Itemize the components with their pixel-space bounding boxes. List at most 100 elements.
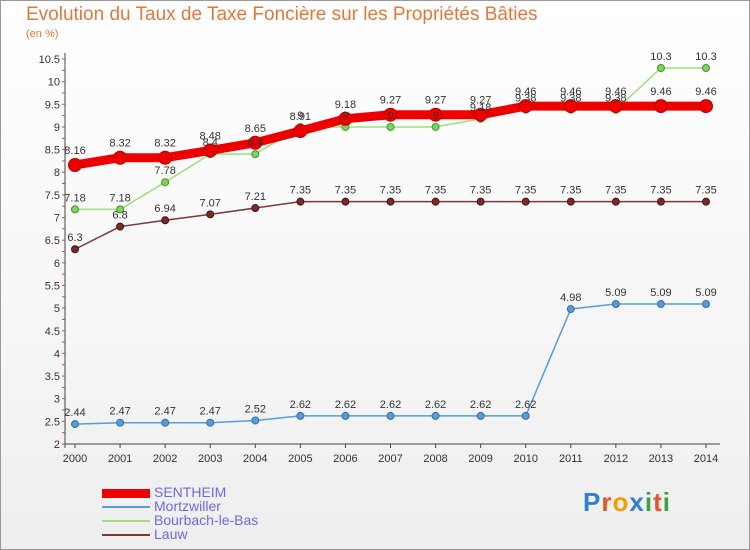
data-point-sentheim	[563, 99, 578, 114]
data-point-lauw	[566, 197, 575, 206]
data-point-bourbach-le-bas	[251, 150, 260, 159]
data-point-bourbach-le-bas	[656, 64, 665, 73]
data-point-lauw	[71, 245, 79, 254]
data-point-mortzwiller	[611, 300, 620, 309]
legend-swatch-mortzwiller	[102, 506, 150, 508]
logo-letter: t	[653, 487, 663, 517]
data-label-mortzwiller: 2.47	[154, 406, 175, 418]
data-label-mortzwiller: 2.62	[515, 399, 536, 411]
legend-swatch-sentheim	[102, 489, 150, 498]
data-label-sentheim: 8.48	[200, 130, 221, 142]
data-label-mortzwiller: 2.62	[425, 399, 446, 411]
data-label-bourbach-le-bas: 7.18	[109, 192, 130, 204]
y-tick-label: 5	[54, 303, 60, 315]
x-tick-label: 2009	[468, 453, 492, 465]
data-label-lauw: 7.35	[290, 185, 311, 197]
data-label-lauw: 7.35	[560, 185, 581, 197]
logo-letter: r	[601, 487, 613, 517]
x-tick-label: 2000	[63, 453, 87, 465]
y-tick-label: 3.5	[45, 371, 60, 383]
legend-label: Bourbach-le-Bas	[154, 512, 259, 528]
logo-letter: x	[629, 487, 645, 517]
data-point-mortzwiller	[476, 411, 485, 420]
data-point-sentheim	[428, 107, 443, 122]
data-point-sentheim	[203, 143, 218, 158]
legend-swatch-lauw	[102, 534, 150, 536]
legend-swatch-bourbach-le-bas	[102, 520, 150, 522]
y-tick-label: 7	[54, 213, 60, 225]
data-point-lauw	[476, 197, 485, 206]
y-tick-label: 5.5	[45, 280, 60, 292]
data-label-lauw: 7.35	[380, 185, 401, 197]
data-point-mortzwiller	[251, 416, 260, 425]
y-tick-label: 4.5	[45, 326, 60, 338]
data-point-sentheim	[293, 124, 308, 139]
y-tick-label: 8.5	[45, 145, 60, 157]
data-label-bourbach-le-bas: 7.78	[154, 165, 175, 177]
x-tick-label: 2002	[153, 453, 177, 465]
data-label-sentheim: 8.91	[290, 111, 311, 123]
legend-label: Mortzwiller	[154, 498, 221, 514]
proxiti-logo: Proxiti	[583, 487, 671, 518]
data-point-sentheim	[473, 107, 488, 122]
data-label-mortzwiller: 2.62	[470, 399, 491, 411]
data-label-sentheim: 8.16	[64, 145, 85, 157]
data-label-lauw: 7.35	[425, 185, 446, 197]
data-label-mortzwiller: 2.62	[335, 399, 356, 411]
data-point-mortzwiller	[161, 418, 170, 427]
data-label-bourbach-le-bas: 8.4	[203, 137, 218, 149]
data-point-bourbach-le-bas	[431, 122, 440, 131]
data-label-lauw: 7.35	[695, 185, 716, 197]
data-label-mortzwiller: 5.09	[650, 287, 671, 299]
x-tick-label: 2011	[559, 453, 583, 465]
data-label-bourbach-le-bas: 10.3	[695, 51, 716, 63]
data-point-sentheim	[699, 99, 713, 114]
x-tick-label: 2012	[604, 453, 628, 465]
data-label-bourbach-le-bas: 8.4	[248, 137, 263, 149]
logo-letter: i	[662, 487, 671, 517]
data-point-sentheim	[653, 99, 668, 114]
data-label-sentheim: 9.18	[335, 99, 356, 111]
data-point-mortzwiller	[656, 300, 665, 309]
logo-letter: P	[583, 487, 602, 517]
data-label-mortzwiller: 2.47	[109, 406, 130, 418]
y-tick-label: 2	[54, 439, 60, 451]
data-label-sentheim: 9.46	[695, 86, 716, 98]
data-point-sentheim	[338, 111, 353, 126]
data-label-bourbach-le-bas: 9	[433, 110, 439, 122]
x-tick-label: 2014	[694, 453, 718, 465]
data-label-lauw: 7.21	[245, 191, 266, 203]
data-label-bourbach-le-bas: 10.3	[650, 51, 671, 63]
data-label-layer: 8.168.32 8.328.488.658.919.18 9.27 9.27 9.27…	[64, 51, 716, 419]
data-point-lauw	[161, 216, 170, 225]
data-label-lauw: 6.94	[154, 203, 175, 215]
data-label-sentheim: 8.32	[109, 138, 130, 150]
x-tick-label: 2013	[649, 453, 673, 465]
data-label-bourbach-le-bas: 9.38	[605, 93, 626, 105]
data-point-lauw	[611, 197, 620, 206]
x-tick-label: 2008	[423, 453, 447, 465]
y-tick-label: 3	[54, 394, 60, 406]
data-label-mortzwiller: 2.52	[245, 403, 266, 415]
y-tick-label: 6.5	[45, 235, 60, 247]
data-point-bourbach-le-bas	[116, 205, 125, 214]
data-point-lauw	[116, 222, 125, 231]
data-point-sentheim	[608, 99, 623, 114]
data-label-sentheim: 9.46	[560, 86, 581, 98]
data-label-sentheim: 9.46	[650, 86, 671, 98]
unit-label: (en %)	[26, 28, 59, 40]
data-point-lauw	[656, 197, 665, 206]
y-tick-label: 2.5	[45, 416, 60, 428]
data-point-sentheim	[248, 135, 263, 150]
data-point-sentheim	[158, 150, 173, 165]
legend-label: SENTHEIM	[154, 484, 227, 500]
y-tick-label: 9	[54, 122, 60, 134]
data-point-mortzwiller	[206, 418, 215, 427]
x-tick-label: 2005	[288, 453, 312, 465]
data-point-mortzwiller	[431, 411, 440, 420]
data-label-lauw: 7.07	[200, 197, 221, 209]
data-label-mortzwiller: 5.09	[695, 287, 716, 299]
legend-label: Lauw	[154, 526, 188, 542]
data-point-lauw	[296, 197, 305, 206]
